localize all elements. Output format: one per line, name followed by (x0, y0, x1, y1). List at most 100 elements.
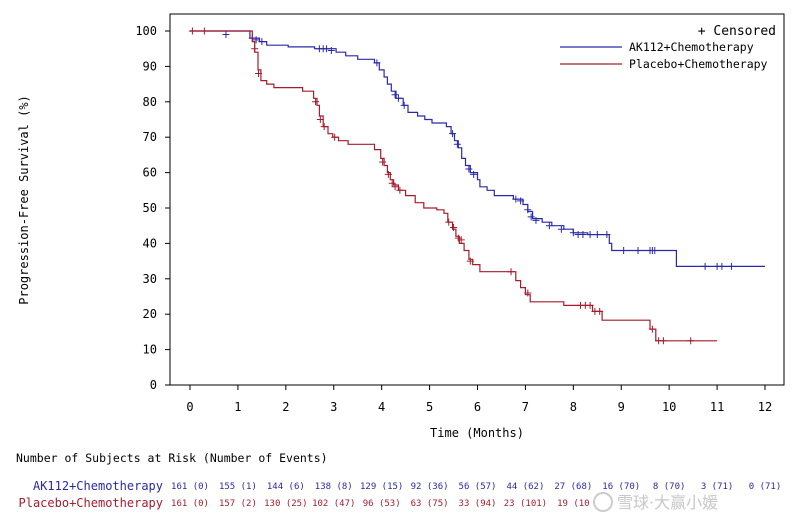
censor-mark-placebo-16 (457, 236, 465, 244)
y-axis: 0 10 20 30 40 50 60 70 80 90 100 (135, 24, 170, 392)
censor-mark-placebo-24 (596, 307, 604, 315)
risk-cell-ak112-4: 129 (15) (360, 482, 403, 492)
risk-cells: 161 (0) 155 (1) 144 (6) 138 (8) 129 (15) 92 (… (171, 482, 781, 509)
censor-mark-placebo-25 (648, 325, 656, 333)
censor-mark-ak112-33 (651, 246, 659, 254)
y-tick-label-60: 60 (143, 166, 157, 180)
censor-mark-ak112-6 (323, 45, 331, 53)
x-tick-label-1: 1 (234, 400, 241, 414)
censor-mark-ak112-27 (593, 231, 601, 239)
x-tick-label-12: 12 (758, 400, 772, 414)
censor-mark-ak112-13 (453, 140, 461, 148)
censor-mark-ak112-18 (524, 206, 532, 214)
risk-cell-placebo-3: 102 (47) (312, 499, 355, 509)
risk-cell-ak112-7: 44 (62) (506, 482, 544, 492)
censor-mark-placebo-0 (188, 27, 196, 35)
legend-censored-label: + Censored (698, 24, 776, 39)
x-tick-label-4: 4 (378, 400, 385, 414)
watermark-logo-icon (593, 492, 613, 512)
censor-mark-placebo-7 (331, 133, 339, 141)
y-tick-label-90: 90 (143, 59, 157, 73)
censor-mark-ak112-21 (545, 222, 553, 230)
x-tick-label-2: 2 (282, 400, 289, 414)
risk-cell-ak112-1: 155 (1) (219, 482, 257, 492)
risk-cell-ak112-8: 27 (68) (554, 482, 592, 492)
censor-mark-ak112-9 (391, 91, 399, 99)
censor-mark-placebo-27 (659, 337, 667, 345)
censor-mark-ak112-30 (634, 246, 642, 254)
censor-mark-placebo-15 (454, 234, 462, 242)
risk-cell-ak112-0: 161 (0) (171, 482, 209, 492)
plot-frame (169, 13, 785, 386)
censor-mark-ak112-19 (527, 213, 535, 221)
censor-mark-placebo-5 (316, 116, 324, 123)
risk-cell-ak112-12: 0 (71) (749, 482, 782, 492)
censor-mark-ak112-15 (470, 170, 478, 178)
risk-cell-placebo-7: 23 (101) (504, 499, 547, 509)
y-tick-label-100: 100 (135, 24, 157, 38)
x-tick-label-5: 5 (426, 400, 433, 414)
censor-mark-ak112-2 (252, 36, 260, 44)
censor-mark-ak112-29 (620, 246, 628, 254)
risk-cell-placebo-2: 130 (25) (264, 499, 307, 509)
censor-mark-placebo-19 (524, 289, 532, 297)
censor-mark-ak112-16 (512, 195, 520, 203)
censor-mark-ak112-7 (327, 46, 335, 54)
censor-mark-ak112-0 (222, 31, 230, 39)
y-tick-label-0: 0 (150, 378, 157, 392)
y-tick-label-50: 50 (143, 201, 157, 215)
y-tick-label-20: 20 (143, 307, 157, 321)
legend: + Censored AK112+Chemotherapy Placebo+Ch… (560, 24, 776, 71)
series-ak112 (190, 30, 765, 270)
km-curves (188, 27, 765, 345)
risk-cell-ak112-10: 8 (70) (653, 482, 686, 492)
censor-mark-placebo-4 (312, 98, 320, 106)
y-tick-label-40: 40 (143, 236, 157, 250)
x-tick-label-3: 3 (330, 400, 337, 414)
risk-cell-ak112-5: 92 (36) (411, 482, 449, 492)
x-tick-label-9: 9 (618, 400, 625, 414)
censor-mark-ak112-36 (718, 262, 726, 270)
censor-mark-placebo-28 (687, 337, 695, 345)
y-tick-label-30: 30 (143, 272, 157, 286)
censor-mark-placebo-13 (445, 218, 453, 226)
y-tick-label-80: 80 (143, 95, 157, 109)
censor-mark-ak112-10 (394, 94, 402, 102)
censor-mark-placebo-14 (450, 223, 458, 231)
censor-mark-placebo-8 (379, 158, 387, 166)
y-axis-title: Progression-Free Survival (%) (17, 95, 31, 305)
x-axis: 0 1 2 3 4 5 6 7 8 9 10 11 12 (186, 385, 772, 414)
x-tick-label-8: 8 (570, 400, 577, 414)
risk-row-label-placebo: Placebo+Chemotherapy (19, 496, 164, 510)
censor-mark-placebo-2 (251, 45, 259, 53)
censor-mark-ak112-37 (727, 262, 735, 270)
censor-mark-placebo-6 (320, 123, 328, 131)
x-tick-label-11: 11 (710, 400, 724, 414)
censor-mark-ak112-12 (449, 130, 457, 138)
x-tick-label-10: 10 (662, 400, 676, 414)
censor-mark-ak112-14 (465, 165, 473, 173)
risk-cell-placebo-1: 157 (2) (219, 499, 257, 509)
censor-mark-ak112-28 (603, 231, 611, 239)
censor-mark-placebo-11 (391, 183, 399, 191)
censor-mark-placebo-10 (388, 179, 396, 187)
risk-cell-ak112-2: 144 (6) (267, 482, 305, 492)
censor-mark-ak112-8 (373, 59, 381, 67)
censor-mark-placebo-12 (396, 186, 404, 194)
censor-mark-ak112-34 (701, 262, 709, 270)
risk-table-title: Number of Subjects at Risk (Number of Ev… (16, 451, 328, 465)
legend-entry-placebo: Placebo+Chemotherapy (629, 57, 768, 71)
y-tick-label-70: 70 (143, 130, 157, 144)
censor-mark-ak112-17 (517, 197, 525, 205)
x-tick-label-0: 0 (186, 400, 193, 414)
x-tick-label-6: 6 (474, 400, 481, 414)
legend-entry-ak112: AK112+Chemotherapy (629, 40, 754, 54)
series-placebo (188, 27, 718, 345)
censor-mark-ak112-20 (532, 216, 540, 224)
watermark: 雪球·大赢小媛 (593, 492, 718, 512)
censor-mark-placebo-17 (466, 257, 474, 265)
censor-mark-ak112-22 (557, 225, 565, 233)
censor-mark-placebo-22 (586, 301, 594, 309)
watermark-text: 雪球·大赢小媛 (617, 493, 718, 512)
risk-cell-ak112-9: 16 (70) (602, 482, 640, 492)
